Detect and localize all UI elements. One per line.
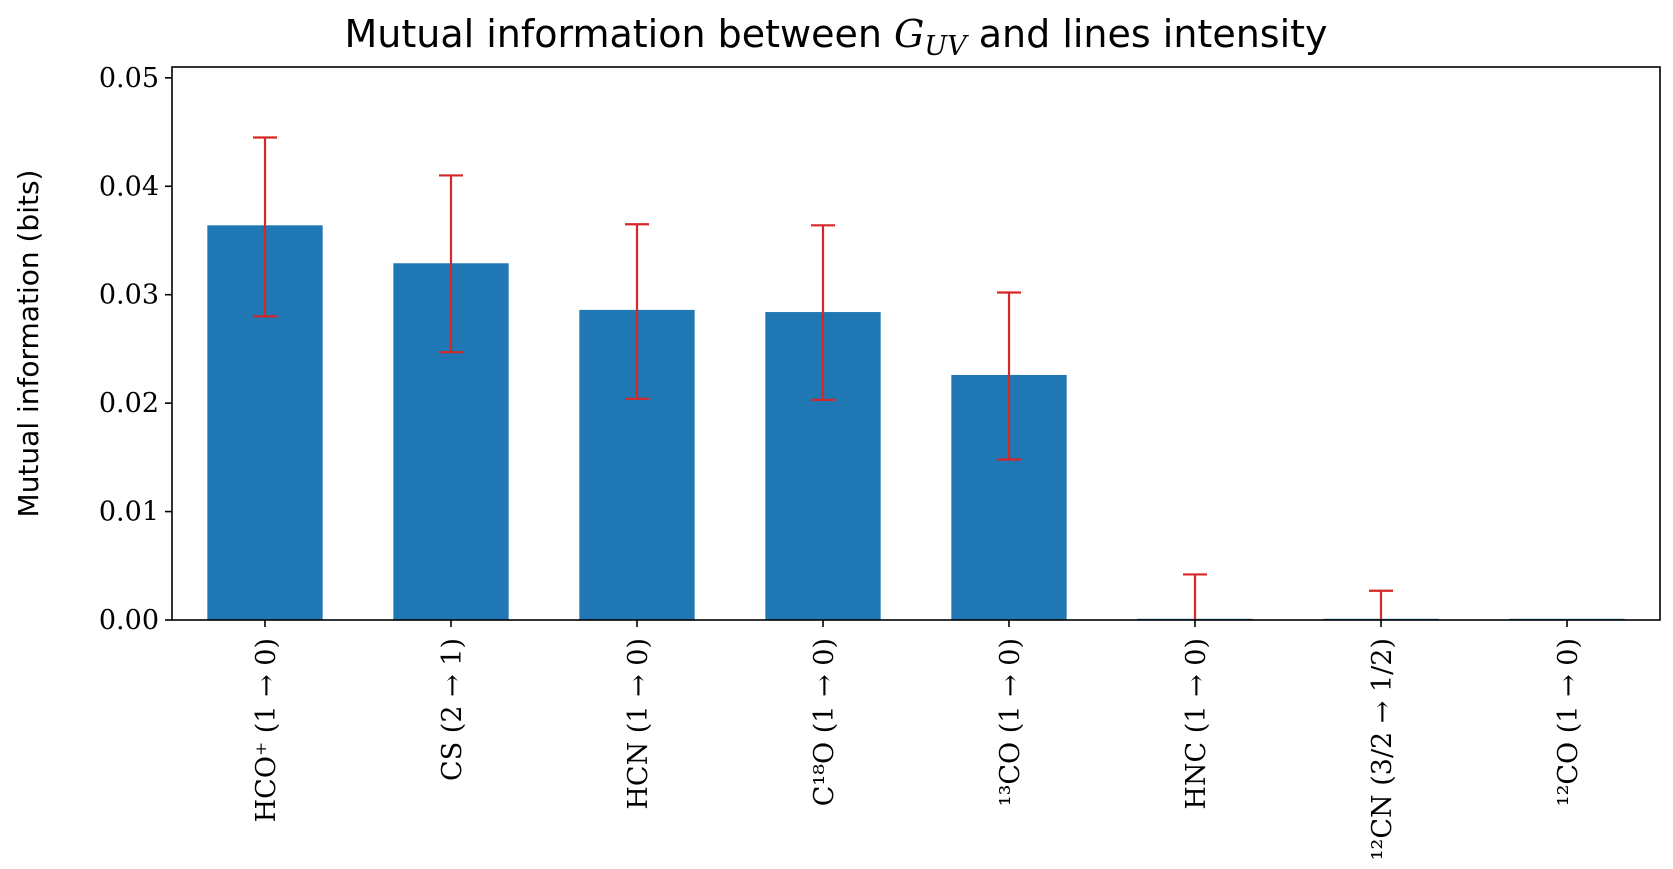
error-bar-2 (625, 223, 649, 400)
x-tick-label: CS (2 → 1) (437, 638, 468, 781)
error-bar-5 (1183, 573, 1207, 620)
y-tick-label: 0.00 (99, 605, 159, 636)
title-symbol: G (894, 12, 924, 56)
y-tick-label: 0.01 (99, 497, 159, 528)
error-bar-6 (1369, 589, 1393, 620)
error-bar-0 (253, 136, 277, 318)
plot-frame (171, 66, 1661, 621)
error-bar-1 (439, 174, 463, 354)
y-tick-label: 0.05 (99, 63, 159, 94)
y-axis-label: Mutual information (bits) (12, 170, 45, 518)
x-axis: HCO⁺ (1 → 0) CS (2 → 1) HCN (1 → 0) C¹⁸O (1… (251, 620, 1584, 860)
x-tick-label: HCO⁺ (1 → 0) (251, 638, 282, 822)
y-tick-label: 0.03 (99, 280, 159, 311)
x-tick-label: C¹⁸O (1 → 0) (809, 638, 840, 806)
title-part: Mutual information between (344, 12, 894, 56)
title-text: Mutual information between GUV and lines… (344, 12, 1327, 62)
chart-title: Mutual information between GUV and lines… (344, 12, 1327, 62)
x-tick-label: ¹²CN (3/2 → 1/2) (1367, 638, 1398, 860)
x-tick-label: ¹³CO (1 → 0) (995, 638, 1026, 806)
y-tick-label: 0.04 (99, 171, 159, 202)
plot-area (171, 66, 1661, 621)
error-bar-4 (997, 291, 1021, 461)
x-tick-label: ¹²CO (1 → 0) (1553, 638, 1584, 806)
y-axis: 0.00 0.01 0.02 0.03 0.04 0.05 (99, 63, 172, 636)
title-part: and lines intensity (967, 12, 1328, 56)
x-tick-label: HCN (1 → 0) (623, 638, 654, 810)
y-tick-label: 0.02 (99, 388, 159, 419)
error-bar-3 (811, 224, 835, 401)
title-subscript: UV (924, 31, 969, 62)
x-tick-label: HNC (1 → 0) (1181, 638, 1212, 810)
